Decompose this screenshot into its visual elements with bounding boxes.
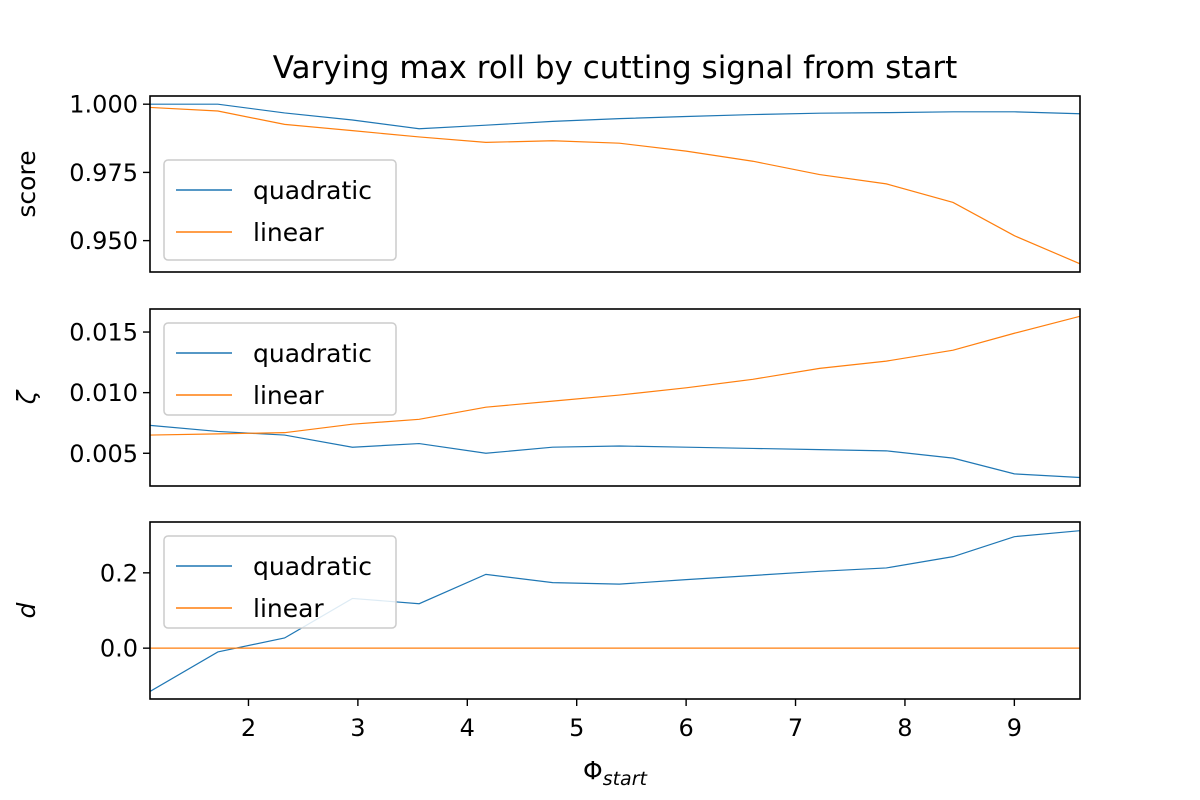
x-tick-label: 5 [569,714,584,742]
subplot-1: 0.950 0.975 1.000 score quadratic linear [12,91,1081,273]
y-tick-label: 0.2 [100,559,138,587]
chart-title: Varying max roll by cutting signal from … [273,50,958,86]
series-line-quadratic [150,424,1080,479]
y-tick-label: 0.005 [69,440,138,468]
series-group [150,103,1080,265]
legend-box [163,535,397,629]
subplot-2: 0.005 0.010 0.015 ζ quadratic linear [12,308,1081,487]
x-tick-label: 3 [350,714,365,742]
legend: quadratic linear [163,535,397,629]
legend-label-linear: linear [253,594,324,623]
subplot-3: 0.0 0.2 d quadratic linear [12,521,1081,700]
x-tick-label: 9 [1007,714,1022,742]
legend-label-quadratic: quadratic [253,339,372,368]
series-line-linear [150,106,1080,265]
legend-label-linear: linear [253,218,324,247]
y-tick-label: 0.975 [69,159,138,187]
y-axis-label: ζ [12,389,41,405]
x-tick-label: 8 [897,714,912,742]
y-tick-label: 0.0 [100,635,138,663]
legend: quadratic linear [163,159,397,261]
legend: quadratic linear [163,322,397,416]
y-tick-label: 0.950 [69,227,138,255]
x-axis-label-subscript: start [603,768,649,790]
legend-label-quadratic: quadratic [253,176,372,205]
legend-box [163,159,397,261]
plot-frame [149,521,1081,700]
series-group [150,315,1080,479]
y-tick-label: 0.015 [69,319,138,347]
legend-label-linear: linear [253,381,324,410]
x-tick-label: 2 [241,714,256,742]
x-tick-label: 7 [788,714,803,742]
x-axis-label: Φstart [583,756,648,790]
y-axis-label: score [12,150,41,217]
y-tick-label: 1.000 [69,91,138,119]
x-axis: 2 3 4 5 6 7 8 9 [241,699,1022,742]
plot-frame [149,95,1081,273]
series-line-linear [150,315,1080,436]
x-tick-label: 6 [678,714,693,742]
legend-box [163,322,397,416]
legend-label-quadratic: quadratic [253,552,372,581]
y-axis-label: d [12,602,41,618]
series-line-quadratic [150,103,1080,130]
plot-frame [149,308,1081,487]
x-tick-label: 4 [460,714,475,742]
y-tick-label: 0.010 [69,379,138,407]
